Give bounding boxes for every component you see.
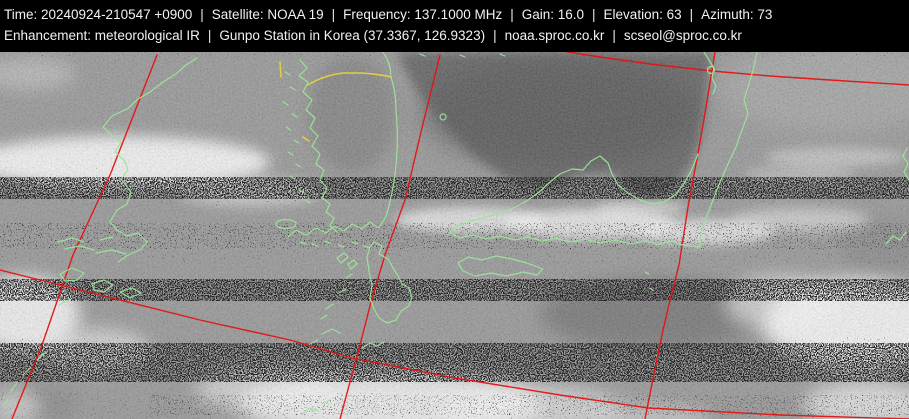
coastline-china bbox=[102, 57, 198, 263]
header-segment: noaa.sproc.co.kr bbox=[504, 28, 605, 43]
header-separator: | bbox=[207, 28, 212, 43]
coastline-kyushu-west-islands bbox=[320, 273, 353, 320]
coastline-korea-south-islands bbox=[299, 240, 371, 249]
header-separator: | bbox=[689, 7, 694, 22]
coastline-right-edge-fragments bbox=[885, 147, 909, 245]
grid-meridian-left bbox=[11, 54, 158, 419]
header-segment: Gain: 16.0 bbox=[521, 7, 585, 22]
graticule-overlay bbox=[0, 52, 909, 419]
header-segment: Time: 20240924-210547 +0900 bbox=[4, 7, 193, 22]
header-segment: scseol@sproc.co.kr bbox=[623, 28, 742, 43]
header-line-1: Time: 20240924-210547 +0900 | Satellite: N… bbox=[4, 5, 909, 26]
coastline-korea-islands bbox=[282, 71, 311, 204]
grid-meridian-right bbox=[644, 52, 716, 419]
header-segment: Enhancement: meteorological IR bbox=[4, 28, 200, 43]
satellite-image bbox=[0, 52, 909, 419]
header-segment: Frequency: 137.1000 MHz bbox=[343, 7, 503, 22]
telemetry-header: Time: 20240924-210547 +0900 | Satellite: N… bbox=[0, 0, 909, 52]
header-segment: Elevation: 63 bbox=[603, 7, 682, 22]
coastline-shikoku bbox=[457, 255, 544, 277]
header-segment: Gunpo Station in Korea (37.3367, 126.932… bbox=[219, 28, 486, 43]
border-segment bbox=[302, 136, 310, 142]
coastline-tsushima bbox=[336, 252, 358, 270]
coastline-honshu-northeast bbox=[699, 52, 758, 248]
header-line-2: Enhancement: meteorological IR | Gunpo Sta… bbox=[4, 26, 909, 47]
border-overlay bbox=[279, 61, 392, 142]
coastline-overlay bbox=[3, 52, 909, 415]
grid-parallel-north bbox=[567, 52, 909, 86]
header-separator: | bbox=[200, 7, 204, 22]
coastline-island-chain bbox=[3, 351, 47, 406]
coastline-ulleungdo bbox=[439, 113, 447, 121]
coastline-korea-west bbox=[298, 59, 338, 233]
coastline-specks bbox=[419, 53, 654, 291]
coastline-islands-west bbox=[58, 267, 142, 306]
border-dmz-line bbox=[307, 72, 392, 86]
header-separator: | bbox=[331, 7, 336, 22]
header-segment: Satellite: NOAA 19 bbox=[211, 7, 324, 22]
coastline-bottom-fragments bbox=[301, 399, 331, 415]
header-segment: Azimuth: 73 bbox=[701, 7, 773, 22]
grid-parallel-south bbox=[0, 269, 909, 419]
coastline-bay-ring bbox=[706, 65, 716, 75]
coastline-kyushu-south-islands bbox=[309, 328, 385, 349]
border-segment bbox=[279, 61, 282, 78]
coastline-korea-east-south bbox=[287, 52, 398, 238]
header-separator: | bbox=[592, 7, 596, 22]
header-separator: | bbox=[510, 7, 514, 22]
header-separator: | bbox=[493, 28, 497, 43]
coastline-jeju bbox=[275, 218, 297, 230]
coastline-china-fragments bbox=[57, 236, 127, 255]
coastline-honshu bbox=[449, 153, 701, 248]
coastline-kyushu bbox=[366, 241, 413, 324]
grid-meridian-center bbox=[339, 54, 441, 419]
satellite-image-canvas bbox=[0, 52, 909, 419]
header-separator: | bbox=[612, 28, 616, 43]
